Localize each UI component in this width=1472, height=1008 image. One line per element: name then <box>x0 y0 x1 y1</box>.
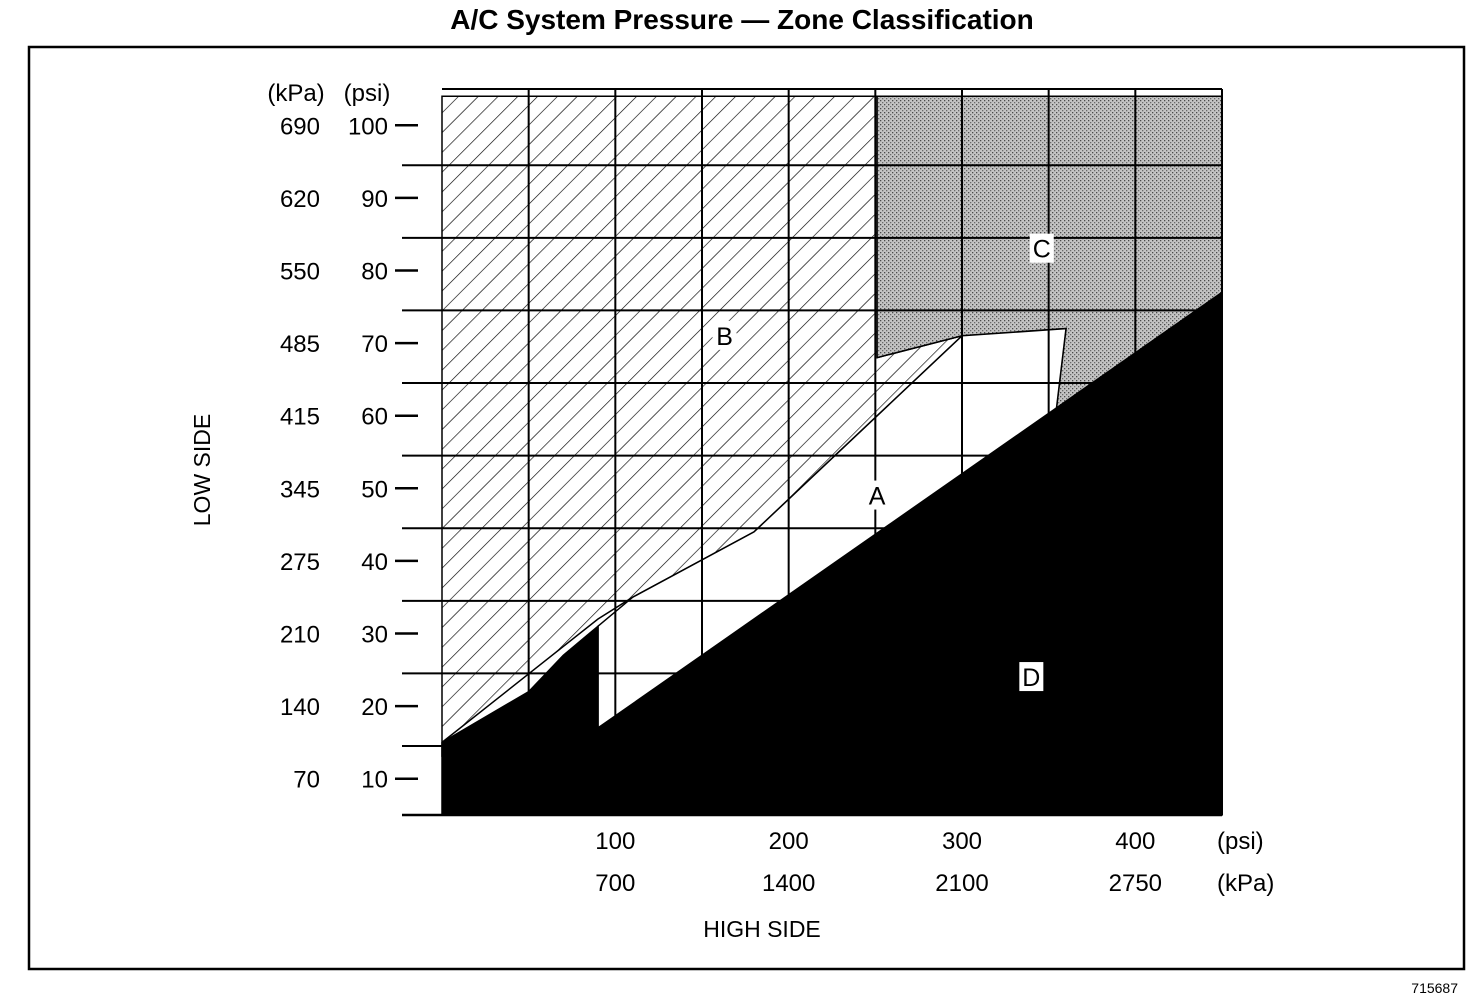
x-tick-label-psi-100: 100 <box>595 828 635 855</box>
y-tick-label-kpa-140: 140 <box>280 694 320 721</box>
y-tick-label-kpa-210: 210 <box>280 622 320 649</box>
x-tick-label-psi-200: 200 <box>769 828 809 855</box>
x-tick-label-kpa-1400: 1400 <box>762 870 815 897</box>
y-tick-label-psi-20: 20 <box>361 694 388 721</box>
y-tick-label-kpa-275: 275 <box>280 549 320 576</box>
zone-label-plate-c <box>1029 233 1054 263</box>
y-tick-label-psi-100: 100 <box>348 113 388 140</box>
y-tick-label-psi-30: 30 <box>361 622 388 649</box>
axes-layer: 100 690 90 620 80 550 70 485 60 415 50 345 40 275 30 21… <box>280 113 1222 897</box>
x-tick-label-kpa-2750: 2750 <box>1109 870 1162 897</box>
zone-label-plate-d <box>1019 662 1044 692</box>
y-tick-label-psi-70: 70 <box>361 331 388 358</box>
y-unit-psi: (psi) <box>344 80 391 107</box>
border-box <box>27 45 1466 971</box>
y-tick-label-psi-50: 50 <box>361 476 388 503</box>
chart-title: A/C System Pressure — Zone Classificatio… <box>450 4 1034 35</box>
y-tick-label-psi-90: 90 <box>361 186 388 213</box>
y-unit-kpa: (kPa) <box>267 80 324 107</box>
y-tick-label-psi-40: 40 <box>361 549 388 576</box>
x-unit-psi: (psi) <box>1217 828 1264 855</box>
grid-layer <box>402 88 1223 815</box>
y-axis-label: LOW SIDE <box>189 414 215 526</box>
zone-label-plate-b <box>712 320 737 350</box>
y-tick-label-kpa-345: 345 <box>280 476 320 503</box>
x-tick-label-psi-300: 300 <box>942 828 982 855</box>
x-tick-label-kpa-700: 700 <box>595 870 635 897</box>
y-tick-label-psi-60: 60 <box>361 404 388 431</box>
x-axis-label: HIGH SIDE <box>703 916 821 942</box>
zone-label-d: D <box>1022 664 1040 692</box>
y-tick-label-kpa-550: 550 <box>280 259 320 286</box>
zone-label-b: B <box>716 323 733 351</box>
figure-id: 715687 <box>1411 980 1458 996</box>
x-tick-label-kpa-2100: 2100 <box>935 870 988 897</box>
y-tick-label-kpa-70: 70 <box>293 767 320 794</box>
y-tick-label-kpa-620: 620 <box>280 186 320 213</box>
x-unit-kpa: (kPa) <box>1217 870 1274 897</box>
x-tick-label-psi-400: 400 <box>1115 828 1155 855</box>
y-tick-label-kpa-415: 415 <box>280 404 320 431</box>
y-tick-label-psi-10: 10 <box>361 767 388 794</box>
y-tick-label-psi-80: 80 <box>361 259 388 286</box>
y-tick-label-kpa-485: 485 <box>280 331 320 358</box>
labels-layer: B C A D <box>712 233 1054 692</box>
zone-label-c: C <box>1033 236 1051 264</box>
zone-label-a: A <box>869 483 886 511</box>
zone-label-plate-a <box>865 480 890 510</box>
y-tick-label-kpa-690: 690 <box>280 113 320 140</box>
